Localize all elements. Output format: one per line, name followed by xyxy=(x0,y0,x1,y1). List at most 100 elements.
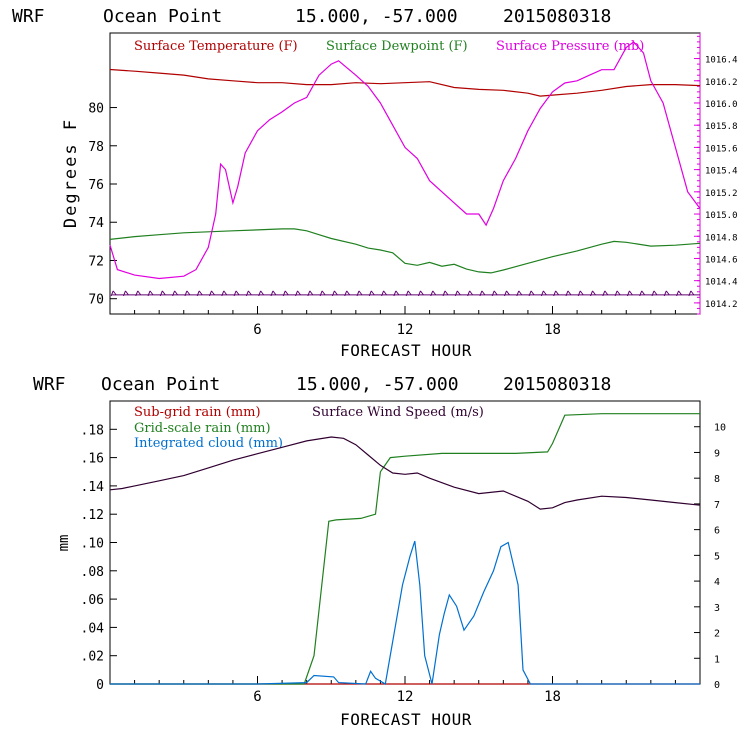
top-y2tick-label: 1015.8 xyxy=(705,122,738,132)
wind-barb-flag xyxy=(688,290,692,297)
top-ytick-label: 72 xyxy=(88,254,104,269)
bottom-y2tick-label: 8 xyxy=(714,474,720,485)
bottom-title-station: Ocean Point xyxy=(101,374,220,395)
wind-barb-flag xyxy=(184,290,188,297)
legend-surface-pressure: Surface Pressure (mb) xyxy=(496,39,644,54)
wind-barb xyxy=(333,290,338,296)
wind-barb xyxy=(506,290,510,296)
series-surface-wind-speed-line xyxy=(109,436,701,510)
wind-barb xyxy=(309,290,314,296)
bottom-ytick-label: .10 xyxy=(81,537,104,552)
top-title: WRF Ocean Point 15.000, -57.000 20150803… xyxy=(12,6,611,27)
wind-barb-flag xyxy=(528,290,532,297)
bottom-legend: Sub-grid rain (mm) Grid-scale rain (mm) … xyxy=(134,405,484,451)
wind-barb-flag xyxy=(147,290,151,297)
wind-barb xyxy=(579,290,584,296)
legend-integrated-cloud: Integrated cloud (mm) xyxy=(134,436,283,451)
top-y2tick-label: 1016.4 xyxy=(705,56,738,66)
wind-barb-flag xyxy=(602,290,606,297)
wind-barb xyxy=(321,290,326,296)
bottom-ytick-label: .16 xyxy=(81,452,104,467)
wind-barb xyxy=(161,290,166,296)
top-x-axis-label: FORECAST HOUR xyxy=(340,341,472,360)
wind-barb xyxy=(112,290,117,296)
top-title-station: Ocean Point xyxy=(103,6,222,27)
top-ytick-label: 80 xyxy=(88,102,104,117)
top-xtick-label: 18 xyxy=(544,322,561,338)
legend-sub-grid-rain: Sub-grid rain (mm) xyxy=(134,405,261,420)
wind-barb xyxy=(370,290,375,296)
wind-barb xyxy=(592,290,596,296)
bottom-y2tick-label: 3 xyxy=(714,603,720,614)
wind-barb-flag xyxy=(540,290,544,297)
wind-barb-flag xyxy=(504,290,507,297)
wind-barb-flag xyxy=(553,290,557,297)
wind-barb xyxy=(223,290,228,296)
top-ytick-label: 78 xyxy=(88,140,104,155)
top-y2tick-label: 1014.8 xyxy=(705,233,738,243)
wind-barb xyxy=(395,290,400,296)
wind-barb xyxy=(420,290,424,296)
top-title-run: 2015080318 xyxy=(503,6,611,27)
bottom-x-tick-labels: 6 12 18 xyxy=(253,689,561,705)
wind-barb xyxy=(383,290,387,296)
wind-barb-flag xyxy=(122,290,126,297)
top-y2tick-label: 1014.6 xyxy=(705,255,738,265)
wind-barb xyxy=(198,290,203,296)
wind-barb-flag xyxy=(356,290,360,297)
wind-barb xyxy=(628,290,633,296)
wind-barb-flag xyxy=(221,290,225,297)
wind-barb-flag xyxy=(233,290,237,297)
bottom-title: WRF Ocean Point 15.000, -57.000 20150803… xyxy=(33,374,611,395)
top-plot-frame xyxy=(109,32,701,315)
top-left-tick-labels: 70 72 74 76 78 80 xyxy=(88,102,104,308)
bottom-y2tick-label: 0 xyxy=(714,680,720,691)
wind-barb-flag xyxy=(135,290,139,297)
top-ytick-label: 70 xyxy=(88,293,104,308)
wind-barb xyxy=(665,290,670,296)
wind-barb xyxy=(481,290,486,296)
top-y2tick-label: 1015.6 xyxy=(705,144,738,154)
wind-barb-flag xyxy=(282,290,286,297)
rain-cloud-wind-chart: 0 .02 .04 .06 .08 .10 .12 .14 .16 .18 0 … xyxy=(56,400,726,729)
wind-barb-flag xyxy=(663,290,667,297)
top-y2tick-label: 1014.2 xyxy=(705,300,738,310)
wind-barb-flag xyxy=(491,290,495,297)
wind-barb-flag xyxy=(319,290,323,297)
wind-barbs xyxy=(110,290,700,297)
legend-surface-dewpoint: Surface Dewpoint (F) xyxy=(326,39,468,54)
wind-barb-flag xyxy=(479,290,483,297)
bottom-y2tick-label: 10 xyxy=(714,423,726,434)
wind-barb xyxy=(530,290,535,296)
wind-barb-flag xyxy=(209,290,212,297)
bottom-title-model: WRF xyxy=(33,374,66,395)
series-surface-dewpoint-line xyxy=(109,228,701,274)
bottom-y2tick-label: 1 xyxy=(714,654,720,665)
wind-barb xyxy=(518,290,523,296)
top-ytick-label: 74 xyxy=(88,216,104,231)
bottom-y-axis-label: mm xyxy=(56,535,72,552)
bottom-ytick-label: 0 xyxy=(96,678,104,693)
wind-barb xyxy=(284,290,289,296)
wind-barb xyxy=(469,290,474,296)
wind-barb-flag xyxy=(381,290,385,297)
wind-barb-flag xyxy=(368,290,372,297)
wind-barb-flag xyxy=(307,290,311,297)
wind-barb-flag xyxy=(467,290,471,297)
bottom-y2tick-label: 6 xyxy=(714,526,720,537)
wind-barb xyxy=(407,290,412,296)
wind-barb-flag xyxy=(577,290,581,297)
bottom-ytick-label: .06 xyxy=(81,593,104,608)
series-grid-scale-rain-line xyxy=(110,413,700,685)
bottom-y2tick-label: 2 xyxy=(714,629,720,640)
wind-barb-flag xyxy=(393,290,397,297)
bottom-y2tick-label: 4 xyxy=(714,577,720,588)
wind-barb xyxy=(235,290,240,296)
wind-barb xyxy=(616,290,621,296)
bottom-ytick-label: .08 xyxy=(81,565,104,580)
wind-barb-flag xyxy=(344,290,348,297)
wind-barb xyxy=(137,290,142,296)
wind-barb xyxy=(555,290,560,296)
wind-barb xyxy=(149,290,154,296)
